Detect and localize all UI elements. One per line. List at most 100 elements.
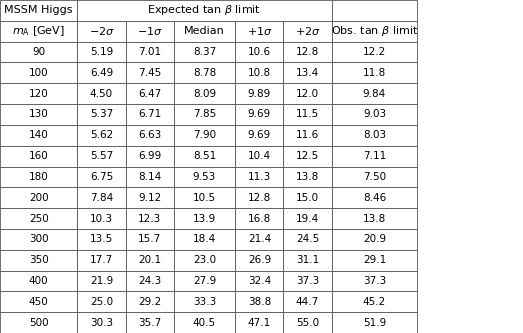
Bar [283,42,332,63]
Bar [332,208,417,229]
Bar [126,229,174,250]
Bar [174,21,235,42]
Text: 12.3: 12.3 [138,213,161,223]
Bar [77,125,126,146]
Bar [126,166,174,187]
Bar [174,63,235,83]
Bar [332,229,417,250]
Bar [126,21,174,42]
Text: 17.7: 17.7 [90,255,113,265]
Bar [77,42,126,63]
Text: 8.03: 8.03 [363,130,386,140]
Bar [283,63,332,83]
Bar [332,146,417,166]
Bar [126,270,174,291]
Bar [235,83,283,104]
Text: 37.3: 37.3 [296,276,319,286]
Text: 51.9: 51.9 [363,318,386,328]
Text: $m_\mathrm{A}$ [GeV]: $m_\mathrm{A}$ [GeV] [12,24,65,38]
Bar [235,125,283,146]
Bar [126,125,174,146]
Bar [77,63,126,83]
Bar [77,166,126,187]
Bar [77,208,126,229]
Text: 10.6: 10.6 [248,47,271,57]
Bar [0,270,77,291]
Text: 25.0: 25.0 [90,297,113,307]
Bar [126,83,174,104]
Text: 7.45: 7.45 [138,68,161,78]
Bar [283,166,332,187]
Text: 140: 140 [29,130,49,140]
Text: 5.37: 5.37 [90,110,113,120]
Text: 18.4: 18.4 [193,234,216,244]
Text: 6.63: 6.63 [138,130,161,140]
Text: 12.2: 12.2 [363,47,386,57]
Bar [77,0,332,21]
Bar [174,146,235,166]
Bar [332,83,417,104]
Bar [332,166,417,187]
Text: 11.5: 11.5 [296,110,319,120]
Bar [332,21,417,42]
Bar [235,229,283,250]
Bar [235,104,283,125]
Bar [77,229,126,250]
Text: $-2\sigma$: $-2\sigma$ [88,25,115,37]
Bar [283,250,332,270]
Bar [174,104,235,125]
Text: 20.9: 20.9 [363,234,386,244]
Text: 32.4: 32.4 [248,276,271,286]
Text: 9.84: 9.84 [363,89,386,99]
Bar [235,21,283,42]
Bar [77,312,126,333]
Bar [77,104,126,125]
Bar [77,291,126,312]
Text: 9.12: 9.12 [138,193,161,203]
Text: 12.8: 12.8 [248,193,271,203]
Bar [0,125,77,146]
Text: 500: 500 [29,318,49,328]
Bar [283,146,332,166]
Bar [283,83,332,104]
Text: 5.57: 5.57 [90,151,113,161]
Text: 30.3: 30.3 [90,318,113,328]
Bar [332,0,417,21]
Text: 12.0: 12.0 [296,89,319,99]
Text: 21.4: 21.4 [248,234,271,244]
Text: 10.5: 10.5 [193,193,216,203]
Text: 8.51: 8.51 [193,151,216,161]
Text: Expected tan $\beta$ limit: Expected tan $\beta$ limit [147,3,262,17]
Text: 31.1: 31.1 [296,255,319,265]
Bar [235,208,283,229]
Text: 35.7: 35.7 [138,318,161,328]
Text: 11.6: 11.6 [296,130,319,140]
Text: 47.1: 47.1 [248,318,271,328]
Bar [0,250,77,270]
Bar [77,270,126,291]
Text: 13.9: 13.9 [193,213,216,223]
Text: 15.0: 15.0 [296,193,319,203]
Text: $+1\sigma$: $+1\sigma$ [246,25,272,37]
Bar [283,125,332,146]
Bar [332,42,417,63]
Text: 400: 400 [29,276,49,286]
Bar [332,270,417,291]
Bar [283,104,332,125]
Bar [283,229,332,250]
Text: 13.4: 13.4 [296,68,319,78]
Bar [126,291,174,312]
Text: 13.5: 13.5 [90,234,113,244]
Text: 8.09: 8.09 [193,89,216,99]
Bar [126,312,174,333]
Bar [126,63,174,83]
Text: 55.0: 55.0 [296,318,319,328]
Text: 16.8: 16.8 [248,213,271,223]
Bar [0,21,77,42]
Text: 120: 120 [29,89,49,99]
Text: 38.8: 38.8 [248,297,271,307]
Text: 11.3: 11.3 [248,172,271,182]
Bar [235,166,283,187]
Text: 24.5: 24.5 [296,234,319,244]
Bar [0,0,77,21]
